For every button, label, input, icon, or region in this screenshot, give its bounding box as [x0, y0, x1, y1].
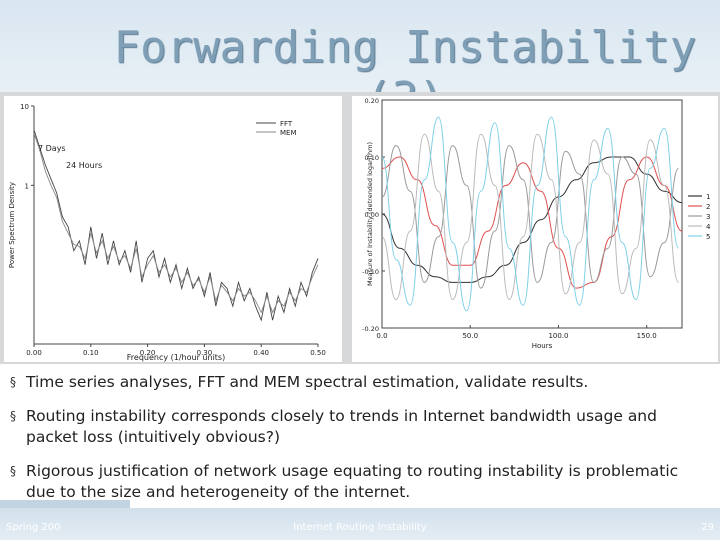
footer-accent	[0, 500, 130, 510]
bullet-symbol: §	[10, 409, 16, 423]
y-tick-label: 1	[25, 182, 29, 190]
x-tick-label: 0.0	[376, 332, 387, 340]
x-tick-label: 0.20	[140, 349, 156, 357]
legend-label-4: 4	[706, 223, 711, 231]
x-tick-label: 0.40	[253, 349, 269, 357]
x-tick-label: 0.00	[26, 349, 42, 357]
y-tick-label: -0.20	[362, 325, 379, 333]
x-axis-label: Frequency (1/hour units)	[127, 353, 225, 362]
series-line-mem	[33, 133, 319, 314]
bullet-symbol: §	[10, 464, 16, 478]
footer-date: Spring 200	[6, 522, 61, 533]
bullet-item: § Routing instability corresponds closel…	[8, 406, 708, 448]
instability-chart-panel: 0.0 50.0 100.0 150.0 0.20 0.10 0.00 -0.10 -0.20…	[352, 96, 718, 362]
series-line-4	[381, 133, 679, 301]
x-axis-label: Hours	[532, 342, 553, 350]
x-tick-label: 150.0	[637, 332, 657, 340]
x-tick-label: 100.0	[548, 332, 568, 340]
legend-label-mem: MEM	[280, 129, 297, 137]
page-number: 29	[701, 522, 714, 533]
y-tick-label: 0.00	[365, 211, 379, 219]
instability-chart: 0.0 50.0 100.0 150.0 0.20 0.10 0.00 -0.10 -0.20…	[362, 97, 711, 350]
x-tick-label: 0.10	[83, 349, 99, 357]
y-axis-label: Measure of Instability (detrended logari…	[366, 142, 374, 286]
annotation-24-hours: 24 Hours	[66, 161, 102, 170]
psd-chart: 0.00 0.10 0.20 0.30 0.40 0.50 10 1 7 Days 24 H…	[8, 103, 326, 362]
bullet-text: Rigorous justification of network usage …	[26, 462, 679, 501]
y-tick-label: 10	[20, 103, 29, 111]
y-tick-label: 0.10	[365, 154, 379, 162]
bullet-item: § Rigorous justification of network usag…	[8, 461, 708, 503]
bullet-item: § Time series analyses, FFT and MEM spec…	[8, 372, 708, 393]
y-axis-label: Power Spectrum Density	[8, 182, 16, 268]
series-line-2	[381, 156, 683, 289]
footer-band	[0, 508, 720, 540]
y-tick-label: 0.20	[365, 97, 379, 105]
footer-title: Internet Routing Instability	[293, 522, 427, 533]
x-tick-label: 50.0	[462, 332, 478, 340]
legend-label-fft: FFT	[280, 120, 293, 128]
title-band	[0, 0, 720, 92]
y-tick-label: -0.10	[362, 268, 379, 276]
legend: 1 2 3 4 5	[688, 193, 711, 241]
x-tick-label: 0.30	[197, 349, 213, 357]
legend-label-1: 1	[706, 193, 710, 201]
legend-label-3: 3	[706, 213, 710, 221]
legend-label-2: 2	[706, 203, 710, 211]
bullet-symbol: §	[10, 375, 16, 389]
series-line-fft	[33, 129, 319, 322]
x-tick-label: 0.50	[310, 349, 326, 357]
series-line-5	[381, 116, 679, 312]
bullet-text: Routing instability corresponds closely …	[26, 407, 657, 446]
bullet-list: § Time series analyses, FFT and MEM spec…	[8, 372, 708, 516]
legend: FFT MEM	[256, 120, 297, 137]
series-line-3	[381, 145, 679, 289]
legend-label-5: 5	[706, 233, 710, 241]
series-line-1	[381, 156, 683, 283]
slide-title: Forwarding Instability (3)	[113, 22, 697, 124]
bullet-text: Time series analyses, FFT and MEM spectr…	[26, 373, 589, 391]
psd-chart-panel: 0.00 0.10 0.20 0.30 0.40 0.50 10 1 7 Days 24 H…	[4, 96, 342, 362]
annotation-7-days: 7 Days	[38, 144, 66, 153]
